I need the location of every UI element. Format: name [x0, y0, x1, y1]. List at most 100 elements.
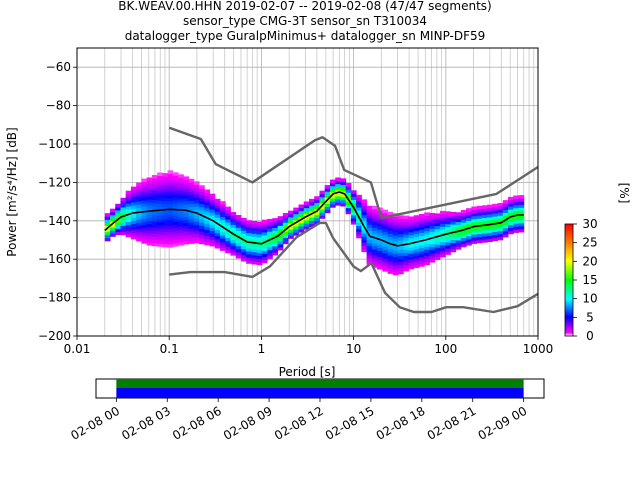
heatmap-cell: [120, 197, 127, 202]
heatmap-cell: [387, 248, 394, 253]
heatmap-cell: [508, 212, 514, 216]
heatmap-cell: [172, 236, 179, 241]
heatmap-cell: [429, 243, 436, 248]
heatmap-cell: [350, 217, 357, 222]
heatmap-cell: [109, 211, 116, 216]
heatmap-cell: [518, 198, 525, 202]
heatmap-cell: [366, 258, 373, 262]
heatmap-cell: [392, 237, 399, 242]
heatmap-cell: [366, 221, 373, 225]
heatmap-cell: [361, 230, 368, 234]
heatmap-cell: [371, 218, 378, 222]
heatmap-cell: [235, 254, 242, 259]
heatmap-cell: [518, 216, 525, 221]
heatmap-cell: [214, 229, 221, 234]
heatmap-cell: [497, 215, 504, 219]
colorbar-tick-label: 30: [582, 217, 597, 231]
heatmap-cell: [251, 242, 258, 247]
heatmap-cell: [178, 241, 184, 246]
y-tick-label: −80: [46, 99, 71, 113]
heatmap-cell: [115, 203, 121, 208]
heatmap-cell: [466, 208, 472, 212]
heatmap-cell: [230, 221, 237, 225]
heatmap-cell: [167, 170, 174, 174]
heatmap-cell: [439, 210, 446, 215]
heatmap-cell: [476, 227, 483, 232]
heatmap-cell: [513, 195, 519, 200]
heatmap-cell: [361, 208, 368, 213]
heatmap-cell: [319, 196, 326, 201]
heatmap-cell: [146, 180, 153, 185]
heatmap-cell: [146, 177, 153, 182]
timeline-tick-label: 02-08 03: [119, 404, 173, 443]
heatmap-cell: [115, 219, 121, 223]
heatmap-cell: [434, 247, 441, 251]
heatmap-cell: [246, 254, 252, 258]
heatmap-cell: [225, 212, 231, 217]
heatmap-cell: [267, 228, 273, 232]
heatmap-cell: [214, 226, 221, 231]
heatmap-cell: [450, 242, 457, 247]
heatmap-cell: [366, 227, 373, 231]
heatmap-cell: [408, 216, 415, 221]
heatmap-cell: [398, 239, 404, 244]
heatmap-cell: [178, 174, 184, 178]
heatmap-cell: [167, 234, 174, 239]
heatmap-cell: [293, 207, 300, 212]
heatmap-cell: [193, 208, 200, 213]
heatmap-cell: [387, 230, 394, 234]
heatmap-cell: [130, 205, 137, 209]
heatmap-cell: [455, 212, 462, 216]
heatmap-cell: [387, 261, 394, 265]
heatmap-cell: [382, 261, 389, 266]
heatmap-cell: [293, 210, 300, 215]
heatmap-cell: [246, 226, 252, 230]
heatmap-cell: [230, 248, 237, 253]
heatmap-cell: [424, 240, 430, 244]
heatmap-cell: [429, 228, 436, 232]
heatmap-cell: [445, 251, 451, 255]
heatmap-cell: [434, 219, 441, 224]
heatmap-cell: [204, 198, 210, 203]
heatmap-cell: [513, 207, 519, 212]
heatmap-cell: [125, 199, 132, 204]
timeline-tick-label: 02-08 15: [323, 404, 377, 443]
heatmap-cell: [439, 241, 446, 246]
heatmap-cell: [146, 232, 153, 237]
heatmap-cell: [288, 216, 294, 221]
heatmap-cell: [282, 216, 289, 220]
heatmap-cell: [183, 237, 190, 242]
heatmap-cell: [356, 234, 362, 239]
heatmap-cell: [167, 216, 174, 220]
y-axis-ticks: −60 −80 −100 −120 −140 −160 −180 −200: [38, 60, 77, 343]
heatmap-cell: [277, 219, 284, 223]
heatmap-cell: [183, 210, 190, 214]
heatmap-cell: [240, 227, 247, 231]
heatmap-cell: [146, 238, 153, 243]
heatmap-cell: [413, 230, 420, 235]
heatmap-cell: [136, 225, 142, 230]
heatmap-cell: [450, 227, 457, 231]
heatmap-cell: [340, 190, 347, 195]
heatmap-cell: [387, 239, 394, 244]
heatmap-cell: [439, 244, 446, 249]
heatmap-cell: [240, 248, 247, 253]
heatmap-cell: [377, 259, 383, 264]
heatmap-cell: [167, 222, 174, 227]
heatmap-cell: [267, 255, 273, 260]
heatmap-cell: [162, 191, 169, 196]
heatmap-cell: [146, 229, 153, 234]
heatmap-cell: [167, 210, 174, 214]
heatmap-cell: [403, 264, 410, 269]
heatmap-cell: [371, 264, 378, 268]
heatmap-cell: [293, 229, 300, 233]
heatmap-cell: [361, 220, 368, 225]
heatmap-cell: [408, 253, 415, 257]
heatmap-cell: [230, 218, 237, 222]
heatmap-cell: [518, 225, 525, 230]
heatmap-cell: [471, 228, 478, 232]
heatmap-cell: [439, 247, 446, 252]
heatmap-cell: [151, 184, 158, 188]
heatmap-cell: [188, 206, 195, 211]
heatmap-cell: [450, 224, 457, 228]
